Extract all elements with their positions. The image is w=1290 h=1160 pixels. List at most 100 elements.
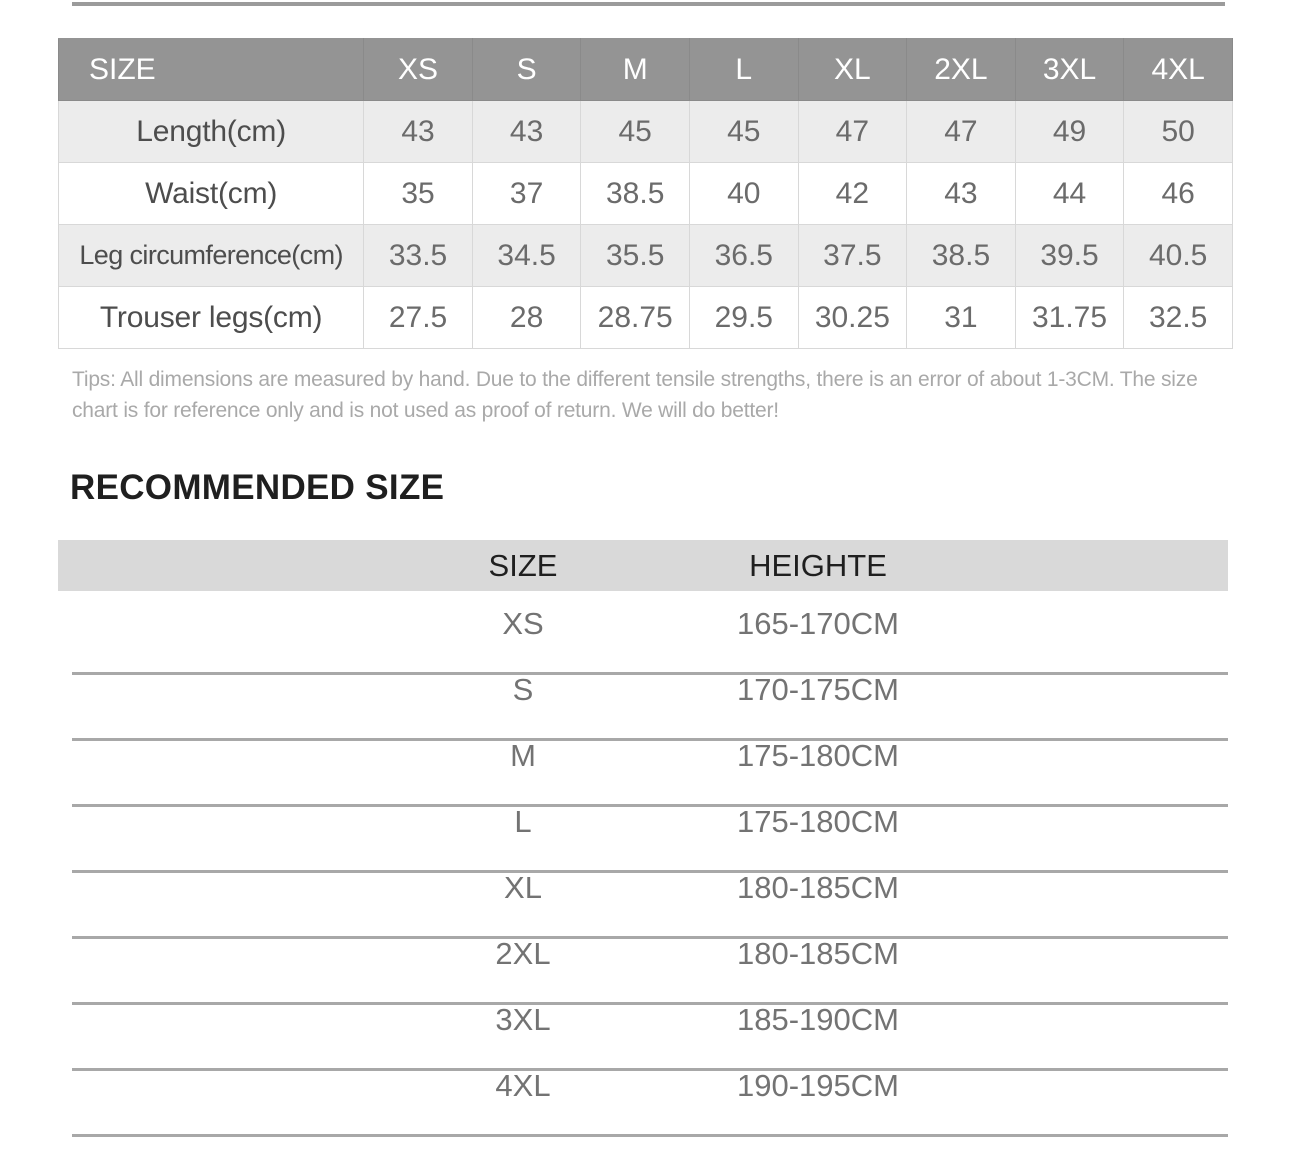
recommended-table-container: SIZE HEIGHTE XS 165-170CM S 170-175CM bbox=[58, 540, 1228, 1119]
row-label-length: Length(cm) bbox=[57, 100, 365, 163]
recommended-spacer-right bbox=[998, 591, 1228, 657]
recommended-spacer-right bbox=[998, 723, 1228, 789]
size-table-header-4xl: 4XL bbox=[1123, 38, 1233, 101]
cell-length-l: 45 bbox=[688, 100, 799, 163]
size-table-container: SIZE XS S M L XL 2XL 3XL 4XL Length(cm) … bbox=[57, 38, 1233, 349]
recommended-spacer-left bbox=[58, 723, 408, 789]
cell-trouser-3xl: 31.75 bbox=[1014, 286, 1125, 349]
recommended-header-spacer-left bbox=[58, 540, 408, 591]
cell-waist-xl: 42 bbox=[797, 162, 908, 225]
top-divider-rule bbox=[72, 2, 1225, 6]
recommended-height-s: 170-175CM bbox=[638, 657, 998, 723]
cell-length-4xl: 50 bbox=[1123, 100, 1233, 163]
recommended-spacer-right bbox=[998, 855, 1228, 921]
cell-legcirc-m: 35.5 bbox=[580, 224, 690, 287]
list-item: M 175-180CM bbox=[58, 723, 1228, 789]
cell-legcirc-s: 34.5 bbox=[471, 224, 582, 287]
cell-trouser-4xl: 32.5 bbox=[1123, 286, 1233, 349]
recommended-header-size: SIZE bbox=[408, 540, 638, 591]
table-row: Leg circumference(cm) 33.5 34.5 35.5 36.… bbox=[57, 224, 1233, 287]
recommended-size-table: SIZE HEIGHTE XS 165-170CM S 170-175CM bbox=[58, 540, 1228, 1119]
size-table-header-l: L bbox=[688, 38, 799, 101]
recommended-size-xl: XL bbox=[408, 855, 638, 921]
cell-waist-m: 38.5 bbox=[580, 162, 690, 225]
size-table-header-2xl: 2XL bbox=[906, 38, 1016, 101]
list-item: XL 180-185CM bbox=[58, 855, 1228, 921]
row-separator bbox=[72, 1134, 1228, 1137]
size-table-header-3xl: 3XL bbox=[1014, 38, 1125, 101]
list-item: 4XL 190-195CM bbox=[58, 1053, 1228, 1119]
recommended-spacer-left bbox=[58, 1053, 408, 1119]
size-table-header-s: S bbox=[471, 38, 582, 101]
recommended-size-l: L bbox=[408, 789, 638, 855]
recommended-spacer-right bbox=[998, 987, 1228, 1053]
recommended-size-4xl: 4XL bbox=[408, 1053, 638, 1119]
size-table-header-m: M bbox=[580, 38, 690, 101]
recommended-size-m: M bbox=[408, 723, 638, 789]
size-table: SIZE XS S M L XL 2XL 3XL 4XL Length(cm) … bbox=[57, 38, 1233, 349]
cell-waist-3xl: 44 bbox=[1014, 162, 1125, 225]
cell-legcirc-xs: 33.5 bbox=[363, 224, 473, 287]
recommended-size-heading: RECOMMENDED SIZE bbox=[70, 468, 445, 507]
recommended-height-2xl: 180-185CM bbox=[638, 921, 998, 987]
tips-text: Tips: All dimensions are measured by han… bbox=[72, 368, 1198, 422]
cell-trouser-xs: 27.5 bbox=[363, 286, 473, 349]
size-table-header-xl: XL bbox=[797, 38, 908, 101]
cell-waist-s: 37 bbox=[471, 162, 582, 225]
recommended-size-2xl: 2XL bbox=[408, 921, 638, 987]
recommended-height-3xl: 185-190CM bbox=[638, 987, 998, 1053]
list-item: 2XL 180-185CM bbox=[58, 921, 1228, 987]
cell-trouser-m: 28.75 bbox=[580, 286, 690, 349]
recommended-header-height: HEIGHTE bbox=[638, 540, 998, 591]
size-table-header-label: SIZE bbox=[57, 38, 365, 101]
cell-waist-4xl: 46 bbox=[1123, 162, 1233, 225]
cell-legcirc-xl: 37.5 bbox=[797, 224, 908, 287]
recommended-height-xl: 180-185CM bbox=[638, 855, 998, 921]
cell-legcirc-2xl: 38.5 bbox=[906, 224, 1016, 287]
list-item: 3XL 185-190CM bbox=[58, 987, 1228, 1053]
cell-trouser-l: 29.5 bbox=[688, 286, 799, 349]
recommended-height-l: 175-180CM bbox=[638, 789, 998, 855]
cell-length-xl: 47 bbox=[797, 100, 908, 163]
cell-length-s: 43 bbox=[471, 100, 582, 163]
recommended-spacer-left bbox=[58, 657, 408, 723]
list-item: XS 165-170CM bbox=[58, 591, 1228, 657]
cell-length-xs: 43 bbox=[363, 100, 473, 163]
cell-waist-l: 40 bbox=[688, 162, 799, 225]
recommended-spacer-left bbox=[58, 789, 408, 855]
recommended-spacer-left bbox=[58, 855, 408, 921]
row-label-leg-circumference: Leg circumference(cm) bbox=[57, 224, 365, 287]
recommended-spacer-right bbox=[998, 657, 1228, 723]
cell-length-m: 45 bbox=[580, 100, 690, 163]
cell-length-2xl: 47 bbox=[906, 100, 1016, 163]
cell-waist-xs: 35 bbox=[363, 162, 473, 225]
cell-trouser-2xl: 31 bbox=[906, 286, 1016, 349]
size-table-header-xs: XS bbox=[363, 38, 473, 101]
recommended-header-spacer-right bbox=[998, 540, 1228, 591]
cell-waist-2xl: 43 bbox=[906, 162, 1016, 225]
cell-legcirc-3xl: 39.5 bbox=[1014, 224, 1125, 287]
recommended-height-m: 175-180CM bbox=[638, 723, 998, 789]
recommended-spacer-right bbox=[998, 789, 1228, 855]
cell-trouser-xl: 30.25 bbox=[797, 286, 908, 349]
cell-legcirc-l: 36.5 bbox=[688, 224, 799, 287]
recommended-header-row: SIZE HEIGHTE bbox=[58, 540, 1228, 591]
recommended-height-xs: 165-170CM bbox=[638, 591, 998, 657]
cell-length-3xl: 49 bbox=[1014, 100, 1125, 163]
recommended-size-xs: XS bbox=[408, 591, 638, 657]
row-label-waist: Waist(cm) bbox=[57, 162, 365, 225]
size-table-header-row: SIZE XS S M L XL 2XL 3XL 4XL bbox=[57, 38, 1233, 101]
list-item: S 170-175CM bbox=[58, 657, 1228, 723]
cell-trouser-s: 28 bbox=[471, 286, 582, 349]
table-row: Trouser legs(cm) 27.5 28 28.75 29.5 30.2… bbox=[57, 286, 1233, 349]
row-label-trouser-legs: Trouser legs(cm) bbox=[57, 286, 365, 349]
list-item: L 175-180CM bbox=[58, 789, 1228, 855]
table-row: Length(cm) 43 43 45 45 47 47 49 50 bbox=[57, 100, 1233, 163]
recommended-size-3xl: 3XL bbox=[408, 987, 638, 1053]
recommended-spacer-left bbox=[58, 921, 408, 987]
table-row: Waist(cm) 35 37 38.5 40 42 43 44 46 bbox=[57, 162, 1233, 225]
cell-legcirc-4xl: 40.5 bbox=[1123, 224, 1233, 287]
recommended-height-4xl: 190-195CM bbox=[638, 1053, 998, 1119]
recommended-size-s: S bbox=[408, 657, 638, 723]
